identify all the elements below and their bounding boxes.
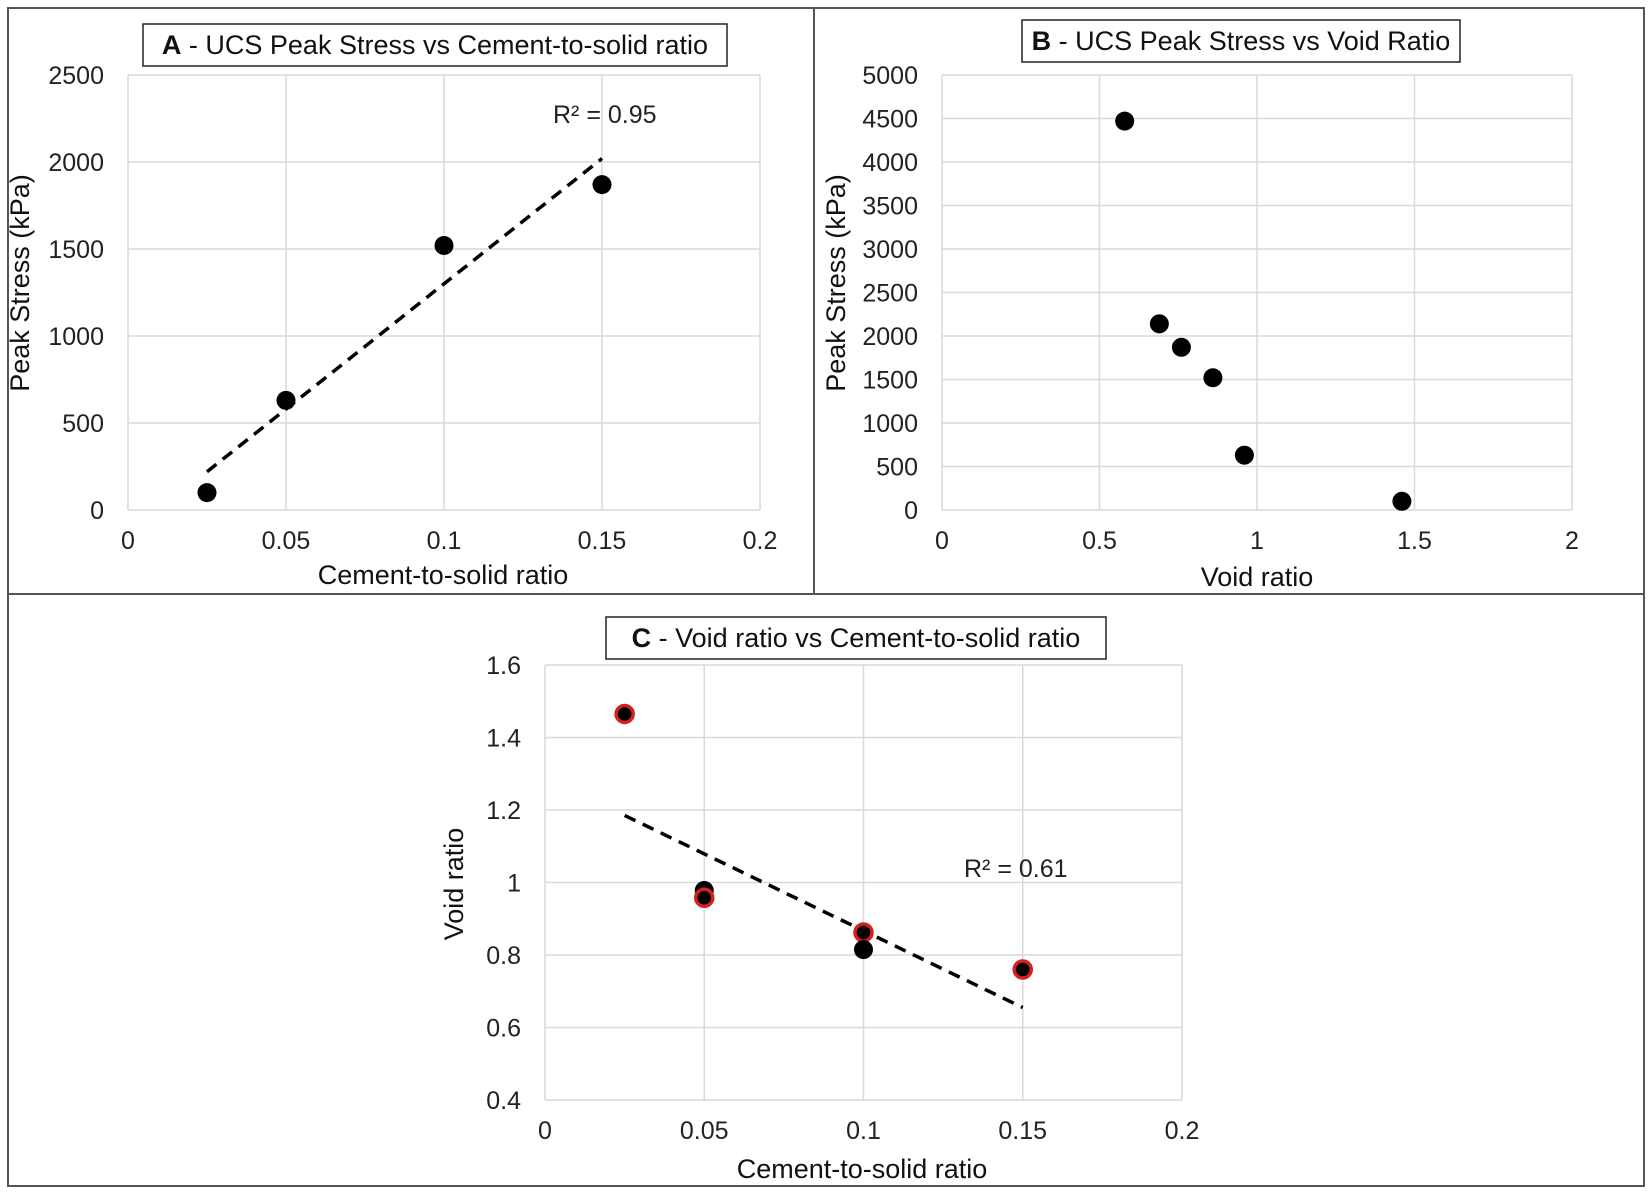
chart-b: 0 0.5 1 1.5 2 0 500 1000 1500 2000 2500 3000 3500 40… <box>821 19 1579 592</box>
chart-b-x-tick-label: 0.5 <box>1082 527 1117 555</box>
chart-b-x-tick-label: 0 <box>935 527 949 555</box>
chart-c-data-point <box>694 887 715 908</box>
chart-a-r-squared: R² = 0.95 <box>553 101 657 129</box>
chart-c-x-ticks: 0 0.05 0.1 0.15 0.2 <box>538 1117 1199 1145</box>
chart-c-x-tick-label: 0.1 <box>846 1117 881 1145</box>
chart-a-x-axis-label: Cement-to-solid ratio <box>318 560 569 590</box>
chart-c-y-tick-label: 1.6 <box>486 652 521 680</box>
chart-c-grid <box>544 664 1183 1101</box>
chart-a-trendline <box>205 157 604 474</box>
chart-a-x-tick-label: 0.05 <box>262 527 311 555</box>
chart-c-title: C - Void ratio vs Cement-to-solid ratio <box>632 623 1081 653</box>
chart-a-x-tick-label: 0.15 <box>578 527 627 555</box>
chart-a-data-point <box>434 236 454 256</box>
chart-b-data-point <box>1392 491 1412 511</box>
chart-c-data-point <box>853 922 874 943</box>
chart-a-title: A - UCS Peak Stress vs Cement-to-solid r… <box>162 30 708 60</box>
chart-b-data-point <box>1115 111 1135 131</box>
chart-b-y-tick-label: 2500 <box>862 280 918 308</box>
chart-c-y-tick-label: 1.2 <box>486 797 521 825</box>
chart-b-title-box <box>1021 19 1461 63</box>
chart-c-x-tick-label: 0.15 <box>998 1117 1047 1145</box>
chart-b-y-ticks: 0 500 1000 1500 2000 2500 3000 3500 4000 4500 5000 <box>862 62 918 525</box>
chart-c-data-point <box>1012 959 1033 980</box>
chart-c-y-tick-label: 0.4 <box>486 1087 521 1115</box>
chart-c-x-axis-label: Cement-to-solid ratio <box>737 1154 988 1184</box>
chart-a-y-tick-label: 2000 <box>48 149 104 177</box>
chart-b-y-tick-label: 3500 <box>862 193 918 221</box>
chart-a: 0 0.05 0.1 0.15 0.2 0 500 1000 1500 2000 2500 Cem… <box>5 23 777 590</box>
chart-b-y-tick-label: 4000 <box>862 149 918 177</box>
chart-a-y-axis-label: Peak Stress (kPa) <box>5 174 35 392</box>
chart-b-title-letter: B <box>1032 26 1052 56</box>
chart-c-points <box>614 703 1033 980</box>
chart-a-y-tick-label: 1500 <box>48 236 104 264</box>
chart-a-y-ticks: 0 500 1000 1500 2000 2500 <box>48 62 104 525</box>
chart-b-data-point <box>1171 337 1191 357</box>
chart-b-y-tick-label: 2000 <box>862 323 918 351</box>
chart-a-title-text: - UCS Peak Stress vs Cement-to-solid rat… <box>181 30 708 60</box>
chart-b-x-ticks: 0 0.5 1 1.5 2 <box>935 527 1579 555</box>
chart-a-title-box <box>142 23 728 67</box>
chart-b-x-tick-label: 2 <box>1565 527 1579 555</box>
panel-b-frame <box>813 7 1645 595</box>
chart-a-y-tick-label: 500 <box>62 410 104 438</box>
chart-a-x-tick-label: 0 <box>121 527 135 555</box>
panel-frames <box>7 7 1645 1187</box>
chart-c-x-tick-label: 0 <box>538 1117 552 1145</box>
chart-a-data-point <box>592 175 612 195</box>
chart-b-data-point <box>1234 445 1254 465</box>
chart-b-y-tick-label: 0 <box>904 497 918 525</box>
chart-a-data-point <box>197 483 217 503</box>
chart-c-y-tick-label: 0.6 <box>486 1015 521 1043</box>
chart-c-title-text: - Void ratio vs Cement-to-solid ratio <box>651 623 1080 653</box>
chart-b-grid <box>941 74 1573 511</box>
chart-a-x-tick-label: 0.2 <box>743 527 778 555</box>
chart-b-title: B - UCS Peak Stress vs Void Ratio <box>1032 26 1451 56</box>
chart-c-x-tick-label: 0.05 <box>680 1117 729 1145</box>
chart-b-title-text: - UCS Peak Stress vs Void Ratio <box>1051 26 1450 56</box>
chart-a-data-point <box>276 390 296 410</box>
chart-a-y-tick-label: 2500 <box>48 62 104 90</box>
chart-b-y-tick-label: 1500 <box>862 367 918 395</box>
chart-c-data-point <box>614 703 635 725</box>
chart-b-data-point <box>1149 314 1169 334</box>
chart-b-x-tick-label: 1 <box>1250 527 1264 555</box>
chart-c-y-tick-label: 1.4 <box>486 725 521 753</box>
chart-a-y-tick-label: 0 <box>90 497 104 525</box>
chart-c-y-ticks: 0.4 0.6 0.8 1 1.2 1.4 1.6 <box>486 652 521 1115</box>
chart-b-y-tick-label: 1000 <box>862 410 918 438</box>
chart-c-data-point <box>854 940 873 960</box>
chart-c-trendline <box>623 813 1024 1010</box>
chart-a-x-tick-label: 0.1 <box>427 527 462 555</box>
chart-c-trendline-path <box>623 813 1024 1010</box>
chart-b-y-axis-label: Peak Stress (kPa) <box>821 174 851 392</box>
chart-a-points <box>197 175 612 503</box>
chart-a-trendline-path <box>205 157 604 474</box>
chart-b-data-point <box>1203 368 1223 388</box>
chart-c: 0 0.05 0.1 0.15 0.2 0.4 0.6 0.8 1 1.2 1.4 1.6 Ceme… <box>439 616 1199 1184</box>
chart-b-points <box>1115 111 1412 511</box>
chart-c-y-tick-label: 0.8 <box>486 942 521 970</box>
chart-b-x-axis-label: Void ratio <box>1201 562 1314 592</box>
chart-b-y-tick-label: 3000 <box>862 236 918 264</box>
chart-c-x-tick-label: 0.2 <box>1165 1117 1200 1145</box>
chart-c-title-box <box>605 616 1107 660</box>
chart-b-x-tick-label: 1.5 <box>1397 527 1432 555</box>
chart-c-title-letter: C <box>632 623 652 653</box>
chart-a-title-letter: A <box>162 30 182 60</box>
chart-c-r-squared: R² = 0.61 <box>964 855 1068 883</box>
panel-a-frame <box>7 7 815 595</box>
chart-a-x-ticks: 0 0.05 0.1 0.15 0.2 <box>121 527 777 555</box>
panel-c-frame <box>7 593 1645 1187</box>
chart-c-y-axis-label: Void ratio <box>439 828 469 941</box>
chart-a-y-tick-label: 1000 <box>48 323 104 351</box>
chart-a-grid <box>127 74 761 511</box>
chart-b-y-tick-label: 4500 <box>862 106 918 134</box>
chart-b-y-tick-label: 500 <box>876 454 918 482</box>
chart-b-y-tick-label: 5000 <box>862 62 918 90</box>
chart-c-y-tick-label: 1 <box>507 870 521 898</box>
